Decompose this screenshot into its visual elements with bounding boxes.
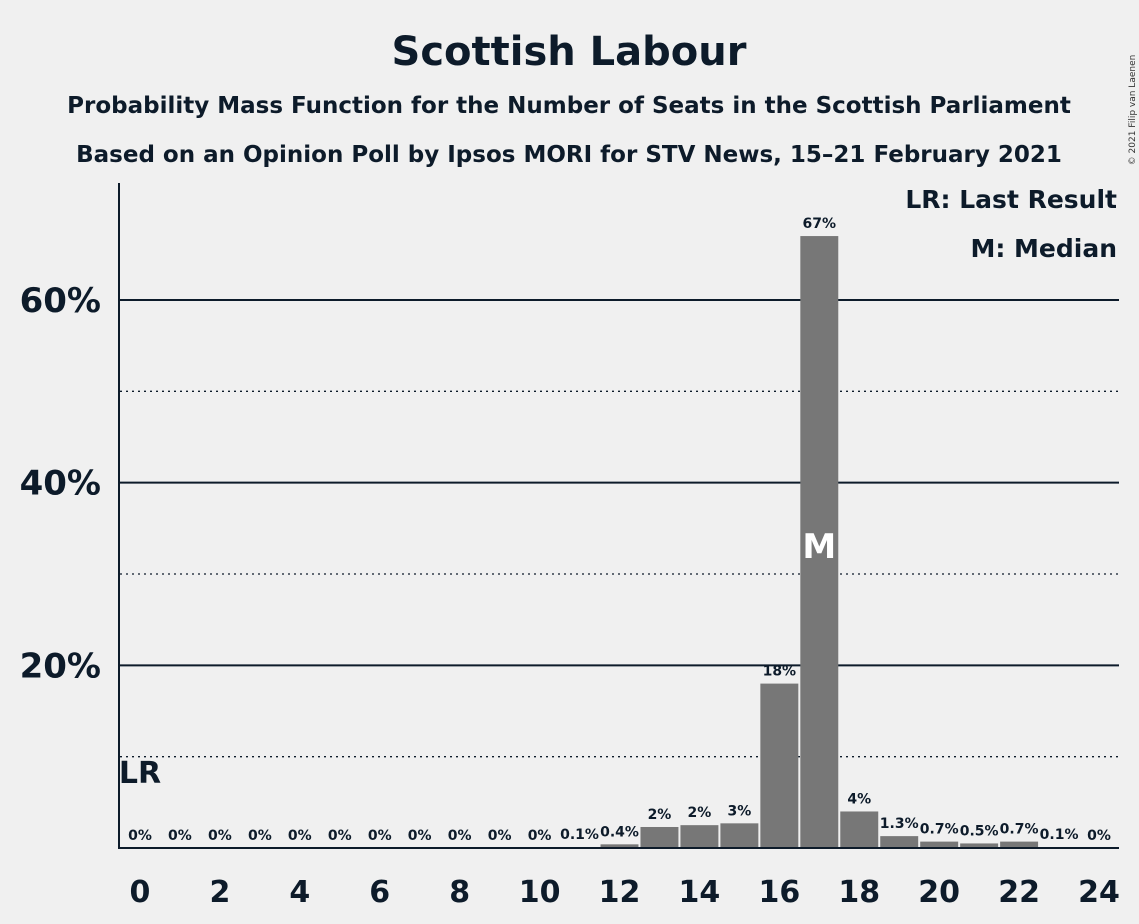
x-tick-label-14: 14 bbox=[679, 875, 721, 910]
chart-subtitle-2: Based on an Opinion Poll by Ipsos MORI f… bbox=[76, 142, 1062, 168]
bar-value-label-22: 0.7% bbox=[1000, 822, 1039, 838]
x-axis-ticks: 0 2 4 6 8 10 12 14 16 18 20 22 24 bbox=[130, 875, 1120, 910]
x-tick-label-2: 2 bbox=[209, 875, 230, 910]
y-axis-ticks: 20% 40% 60% bbox=[20, 281, 101, 686]
bar-21 bbox=[960, 843, 999, 848]
bar-20 bbox=[920, 841, 959, 848]
bar-value-label-8: 0% bbox=[448, 828, 472, 844]
x-tick-label-18: 18 bbox=[838, 875, 880, 910]
copyright-notice: © 2021 Filip van Laenen bbox=[1128, 55, 1138, 166]
bar-value-label-20: 0.7% bbox=[920, 822, 959, 838]
y-tick-label-40: 40% bbox=[20, 464, 101, 504]
x-tick-label-20: 20 bbox=[918, 875, 960, 910]
bar-value-label-14: 2% bbox=[688, 805, 712, 821]
x-tick-label-12: 12 bbox=[599, 875, 641, 910]
bar-15 bbox=[720, 823, 759, 848]
bar-18 bbox=[840, 811, 879, 848]
x-tick-label-10: 10 bbox=[519, 875, 561, 910]
median-marker: M bbox=[802, 527, 836, 567]
bar-value-label-7: 0% bbox=[408, 828, 432, 844]
bar-22 bbox=[1000, 841, 1039, 848]
bar-value-label-24: 0% bbox=[1087, 828, 1111, 844]
bar-value-label-17: 67% bbox=[803, 216, 837, 232]
x-tick-label-24: 24 bbox=[1078, 875, 1120, 910]
chart-title: Scottish Labour bbox=[392, 29, 747, 75]
bar-19 bbox=[880, 836, 919, 848]
bar-value-label-15: 3% bbox=[727, 803, 751, 819]
bars bbox=[560, 236, 1079, 849]
bar-value-label-12: 0.4% bbox=[600, 824, 639, 840]
y-tick-label-60: 60% bbox=[20, 281, 101, 321]
bar-value-label-18: 4% bbox=[847, 791, 871, 807]
bar-value-label-5: 0% bbox=[328, 828, 352, 844]
bar-value-label-9: 0% bbox=[488, 828, 512, 844]
bar-value-label-6: 0% bbox=[368, 828, 392, 844]
bar-value-label-2: 0% bbox=[208, 828, 232, 844]
last-result-marker: LR bbox=[119, 756, 161, 791]
bar-value-label-21: 0.5% bbox=[960, 823, 999, 839]
grid-lines bbox=[120, 299, 1119, 758]
legend-median: M: Median bbox=[970, 234, 1117, 263]
bar-value-label-11: 0.1% bbox=[560, 827, 599, 843]
x-tick-label-22: 22 bbox=[998, 875, 1040, 910]
bar-value-label-3: 0% bbox=[248, 828, 272, 844]
x-tick-label-16: 16 bbox=[758, 875, 800, 910]
bar-value-label-19: 1.3% bbox=[880, 816, 919, 832]
bar-value-label-4: 0% bbox=[288, 828, 312, 844]
bar-value-label-1: 0% bbox=[168, 828, 192, 844]
chart-subtitle-1: Probability Mass Function for the Number… bbox=[67, 93, 1071, 119]
bar-labels: 0% 0% 0% 0% 0% 0% 0% 0% 0% 0% 0% 0.1% 0.4%2% 2% 3%18%6… bbox=[128, 216, 1111, 844]
bar-value-label-13: 2% bbox=[648, 807, 672, 823]
bar-value-label-16: 18% bbox=[763, 664, 797, 680]
bar-value-label-23: 0.1% bbox=[1040, 827, 1079, 843]
x-tick-label-0: 0 bbox=[130, 875, 151, 910]
y-tick-label-20: 20% bbox=[20, 646, 101, 686]
bar-value-label-0: 0% bbox=[128, 828, 152, 844]
x-tick-label-4: 4 bbox=[289, 875, 310, 910]
bar-14 bbox=[680, 825, 719, 848]
bar-16 bbox=[760, 683, 799, 848]
bar-13 bbox=[640, 826, 679, 848]
x-tick-label-8: 8 bbox=[449, 875, 470, 910]
bar-12 bbox=[600, 844, 639, 848]
x-tick-label-6: 6 bbox=[369, 875, 390, 910]
bar-value-label-10: 0% bbox=[528, 828, 552, 844]
legend-last-result: LR: Last Result bbox=[905, 185, 1117, 214]
bar-17 bbox=[800, 236, 839, 849]
